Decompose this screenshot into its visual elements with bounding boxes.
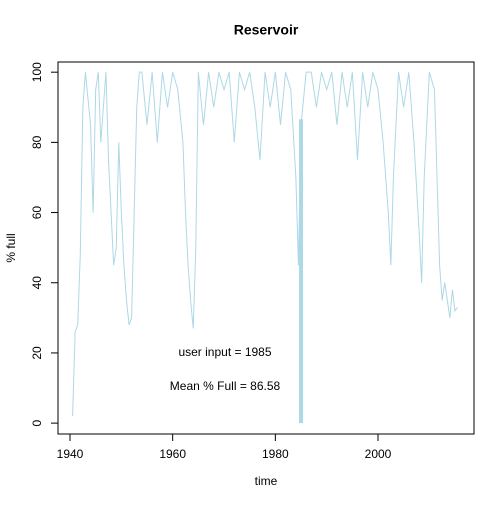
y-tick-label: 20 (30, 346, 44, 360)
y-tick-label: 100 (30, 62, 44, 82)
chart-title: Reservoir (234, 22, 299, 38)
y-axis-label: % full (4, 233, 18, 262)
plot-frame (57, 61, 475, 435)
x-tick-label: 1960 (159, 447, 186, 461)
x-tick-label: 1940 (57, 447, 84, 461)
y-tick-label: 0 (30, 419, 44, 426)
annotation: user input = 1985 (178, 345, 271, 359)
y-tick-label: 40 (30, 276, 44, 290)
data-line (72, 71, 458, 417)
y-tick-label: 80 (30, 135, 44, 149)
x-tick-label: 1980 (262, 447, 289, 461)
y-tick-label: 60 (30, 206, 44, 220)
highlight-bar (299, 119, 304, 424)
annotation: Mean % Full = 86.58 (170, 379, 281, 393)
x-tick-label: 2000 (365, 447, 392, 461)
x-axis-label: time (255, 474, 278, 488)
